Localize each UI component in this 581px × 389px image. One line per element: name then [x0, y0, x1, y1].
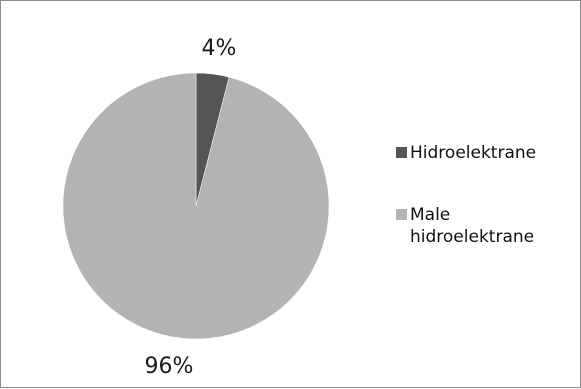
slice-value-label-1: 4% [202, 36, 237, 61]
legend-label-1: Hidroelektrane [410, 143, 536, 163]
legend-label-2-line-2: hidroelektrane [410, 227, 534, 247]
pie-slice-2 [62, 72, 330, 340]
slice-value-label-2: 96% [145, 354, 194, 379]
legend-swatch-2 [396, 209, 407, 220]
legend-swatch-1 [396, 147, 407, 158]
legend-label-2-line-1: Male [410, 205, 450, 225]
